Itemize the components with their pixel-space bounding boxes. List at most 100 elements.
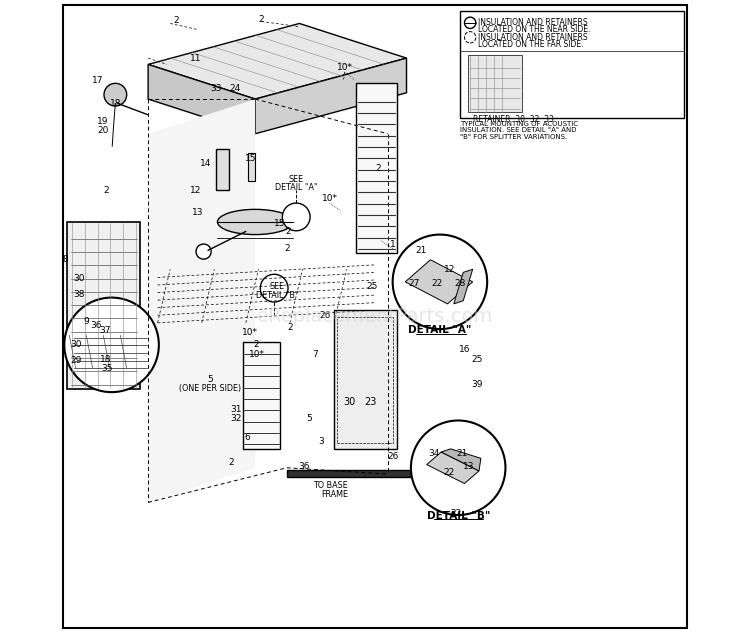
Text: 28: 28	[454, 279, 466, 288]
Text: 15: 15	[244, 154, 256, 163]
Text: 27: 27	[409, 279, 420, 288]
Circle shape	[196, 244, 211, 259]
Text: 2: 2	[174, 16, 179, 25]
Text: 20: 20	[97, 126, 109, 135]
Text: 25: 25	[366, 282, 377, 291]
Ellipse shape	[217, 210, 293, 235]
Text: 32: 32	[231, 414, 242, 423]
Text: 36: 36	[298, 462, 310, 471]
Text: 14: 14	[200, 160, 211, 168]
Circle shape	[464, 17, 476, 28]
Polygon shape	[441, 449, 481, 471]
Text: eReplacementParts.com: eReplacementParts.com	[256, 307, 494, 326]
Text: 22: 22	[444, 468, 455, 477]
Text: 2: 2	[259, 15, 264, 23]
Text: 10*: 10*	[337, 63, 352, 72]
Text: "B" FOR SPLITTER VARIATIONS.: "B" FOR SPLITTER VARIATIONS.	[460, 134, 567, 140]
Text: 5: 5	[306, 414, 312, 423]
Text: 26: 26	[319, 311, 330, 320]
Text: 37: 37	[100, 326, 111, 335]
Text: 21: 21	[416, 246, 427, 255]
Text: 35: 35	[101, 364, 113, 373]
Text: LOCATED ON THE FAR SIDE.: LOCATED ON THE FAR SIDE.	[478, 40, 584, 49]
Text: 18: 18	[110, 99, 121, 108]
Text: 15: 15	[274, 219, 285, 228]
Text: 22: 22	[431, 279, 442, 288]
Text: SEE: SEE	[270, 282, 285, 291]
Text: INSULATION AND RETAINERS: INSULATION AND RETAINERS	[478, 33, 588, 42]
Text: DETAIL "A": DETAIL "A"	[408, 325, 472, 335]
Text: 11: 11	[190, 54, 201, 63]
Text: 8: 8	[62, 255, 68, 265]
Text: 10*: 10*	[322, 194, 338, 203]
Text: 12: 12	[444, 265, 455, 273]
Text: 13: 13	[191, 208, 203, 217]
Polygon shape	[255, 58, 406, 134]
Bar	[243, 342, 280, 449]
Text: 18: 18	[100, 355, 111, 364]
Bar	[338, 316, 393, 442]
Circle shape	[260, 274, 288, 302]
Circle shape	[282, 203, 310, 231]
Text: TYPICAL MOUNTING OF ACOUSTIC: TYPICAL MOUNTING OF ACOUSTIC	[460, 121, 578, 127]
Text: 38: 38	[73, 290, 85, 299]
Text: 2: 2	[229, 458, 234, 467]
Text: 2: 2	[284, 244, 290, 253]
Text: 9: 9	[83, 317, 89, 326]
Text: 36: 36	[90, 322, 101, 330]
Bar	[216, 149, 229, 191]
Text: 24: 24	[230, 84, 241, 93]
Text: DETAIL "B": DETAIL "B"	[256, 291, 298, 300]
Text: 33: 33	[211, 84, 222, 93]
Circle shape	[64, 298, 159, 392]
Text: 2: 2	[254, 341, 260, 349]
Text: 23: 23	[364, 397, 376, 406]
Text: 3: 3	[319, 437, 324, 446]
Circle shape	[393, 235, 488, 329]
Text: 2: 2	[287, 323, 292, 332]
Bar	[468, 55, 522, 111]
Text: 26: 26	[387, 452, 398, 461]
Bar	[334, 310, 397, 449]
Bar	[460, 11, 684, 118]
Text: LOCATED ON THE NEAR SIDE.: LOCATED ON THE NEAR SIDE.	[478, 25, 591, 34]
Text: 21: 21	[456, 449, 468, 458]
Text: 16: 16	[459, 345, 470, 354]
Text: 2: 2	[285, 227, 291, 236]
Text: TO BASE: TO BASE	[314, 481, 348, 490]
Text: 22: 22	[450, 509, 461, 518]
Text: DETAIL "A": DETAIL "A"	[275, 183, 317, 192]
Text: 39: 39	[471, 380, 483, 389]
Text: 19: 19	[97, 116, 109, 125]
Text: 31: 31	[230, 405, 242, 414]
Text: 25: 25	[472, 355, 483, 364]
Polygon shape	[454, 269, 472, 304]
Text: 2: 2	[375, 164, 381, 173]
Circle shape	[104, 84, 127, 106]
Text: 2: 2	[103, 186, 109, 195]
Text: 6: 6	[244, 433, 250, 442]
Bar	[286, 470, 428, 477]
Text: 7: 7	[312, 350, 318, 359]
Bar	[68, 222, 140, 389]
Text: 30: 30	[70, 341, 82, 349]
Text: 34: 34	[428, 449, 439, 458]
Text: 13: 13	[463, 462, 474, 471]
Text: 30: 30	[344, 397, 356, 406]
Text: 5: 5	[207, 375, 213, 384]
Text: INSULATION. SEE DETAIL "A" AND: INSULATION. SEE DETAIL "A" AND	[460, 127, 577, 134]
Polygon shape	[148, 99, 255, 503]
Text: SEE: SEE	[289, 175, 304, 184]
Text: INSULATION AND RETAINERS: INSULATION AND RETAINERS	[478, 18, 588, 27]
Text: RETAINER  30  32  33: RETAINER 30 32 33	[472, 115, 554, 125]
Polygon shape	[148, 23, 406, 99]
Text: 30: 30	[73, 274, 85, 283]
Polygon shape	[148, 65, 255, 134]
Text: 12: 12	[190, 186, 201, 195]
Text: 10*: 10*	[242, 328, 258, 337]
Text: FRAME: FRAME	[321, 490, 348, 499]
Bar	[356, 84, 397, 253]
Text: 17: 17	[92, 76, 104, 85]
Text: 1: 1	[390, 239, 395, 249]
Text: 29: 29	[70, 356, 81, 365]
